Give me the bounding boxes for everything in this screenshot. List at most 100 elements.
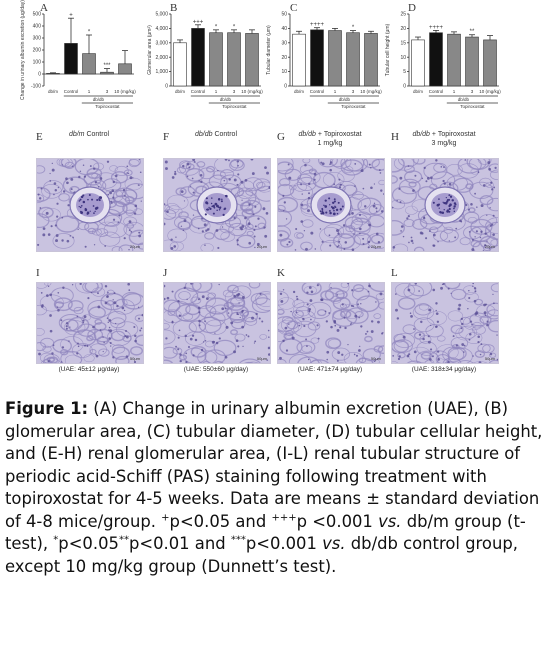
x-tick-label: Control <box>191 89 206 94</box>
y-tick-label: 4,000 <box>155 26 168 32</box>
tubule-micrograph: 50μm <box>163 282 271 364</box>
bar <box>82 53 96 75</box>
x-tick-label: 3 <box>352 89 355 94</box>
chart-glomerular-area: Glomerular area (μm²) 5,000 4,000 3,000 2,00… <box>145 8 265 118</box>
scale-bar-label: 50μm <box>370 356 381 361</box>
uae-value-label: (UAE: 471±74 μg/day) <box>297 366 363 373</box>
panel-letter-d: D <box>408 2 416 14</box>
bar <box>173 42 187 87</box>
micrograph-letter: F <box>163 131 170 143</box>
micrograph-image <box>278 283 384 363</box>
bar <box>245 33 259 87</box>
group-label-drug: Topiroxostat <box>95 104 120 109</box>
x-tick-label: db/m <box>48 89 58 94</box>
x-tick-label: 10 (mg/kg) <box>360 89 382 94</box>
y-tick-label: 40 <box>281 26 287 32</box>
caption-text-5: p<0.05 <box>58 534 119 553</box>
bar <box>346 32 360 87</box>
micrograph-image <box>37 283 143 363</box>
caption-text-3: p <0.001 <box>296 511 379 531</box>
x-tick-label: Control <box>429 89 444 94</box>
micrograph-image <box>392 159 498 251</box>
y-axis-label: Glomerular area (μm²) <box>147 25 153 75</box>
x-tick-label: 1 <box>453 89 456 94</box>
panel-letter-c: C <box>290 2 298 14</box>
y-tick-label: 2,000 <box>155 55 168 61</box>
y-tick-label: 1,000 <box>155 69 168 75</box>
glomerulus-micrograph: 20μm <box>163 158 271 252</box>
x-tick-label: Control <box>310 89 325 94</box>
micrograph-image <box>164 159 270 251</box>
caption-vs-2: vs. <box>322 534 346 553</box>
micrograph-letter: E <box>36 131 43 143</box>
significance-mark: + <box>69 13 73 19</box>
x-tick-label: 1 <box>215 89 218 94</box>
significance-mark: +++ <box>193 19 204 25</box>
y-tick-label: 5 <box>403 69 406 75</box>
micrograph-letter: H <box>391 131 399 143</box>
bar <box>118 63 132 75</box>
chart-tubular-cell-height: Tubular cell height (μm) 25 20 15 10 5 0 db/m ++… <box>383 8 503 118</box>
bar <box>310 29 324 87</box>
tubule-micrograph: 50μm <box>277 282 385 364</box>
caption-sup-2: +++ <box>271 512 297 524</box>
micrograph-title-treatment: Control <box>212 131 238 138</box>
significance-mark: * <box>215 24 218 30</box>
bar <box>328 30 342 87</box>
x-tick-label: 1 <box>334 89 337 94</box>
caption-text-4: db/m group (t-test), <box>5 511 526 554</box>
y-tick-label: 300 <box>33 36 42 42</box>
micrograph-letter: L <box>391 267 398 279</box>
bar <box>429 32 443 87</box>
tubule-micrograph: 50μm <box>391 282 499 364</box>
y-tick-label: 15 <box>400 40 406 46</box>
micrograph-image <box>37 159 143 251</box>
x-tick-label: 3 <box>233 89 236 94</box>
caption-text-2: p<0.05 and <box>169 511 272 531</box>
y-tick-label: 0 <box>165 84 168 90</box>
caption-sup-3: * <box>53 534 59 546</box>
caption-vs-1: vs. <box>378 511 402 531</box>
micrograph-letter: K <box>277 267 285 279</box>
uae-value-label: (UAE: 318±34 μg/day) <box>411 366 477 373</box>
caption-sup-1: + <box>161 512 170 524</box>
bar <box>292 33 306 87</box>
bar <box>191 28 205 87</box>
significance-mark: * <box>352 25 355 31</box>
y-tick-label: 100 <box>33 60 42 66</box>
bar <box>411 39 425 87</box>
uae-value-label: (UAE: 45±12 μg/day) <box>58 366 120 373</box>
micrograph-image <box>164 283 270 363</box>
bar <box>227 32 241 87</box>
micrograph-title: db/db + Topiroxostat 1 mg/kg <box>277 130 383 148</box>
micrograph-title-strain: db/db <box>298 131 316 138</box>
y-tick-label: 500 <box>33 12 42 18</box>
caption-sup-4: ** <box>118 534 129 546</box>
micrograph-image <box>392 283 498 363</box>
caption-text-1: (A) Change in urinary albumin excretion … <box>5 399 543 531</box>
significance-mark: * <box>233 24 236 30</box>
y-tick-label: 0 <box>284 84 287 90</box>
glomerulus-micrograph: 20μm <box>277 158 385 252</box>
y-tick-label: 10 <box>400 55 406 61</box>
y-tick-label: 20 <box>400 26 406 32</box>
y-tick-label: 50 <box>281 12 287 18</box>
micrograph-letter: G <box>277 131 285 143</box>
micrograph-title-dose: 1 mg/kg <box>317 140 343 147</box>
y-tick-label: 30 <box>281 40 287 46</box>
uae-value-label: (UAE: 550±60 μg/day) <box>183 366 249 373</box>
x-tick-label: db/m <box>175 89 185 94</box>
micrograph-title: db/db + Topiroxostat 3 mg/kg <box>391 130 497 148</box>
y-axis-label: Tubular cell height (μm) <box>385 23 391 76</box>
chart-uae: Change in urinary albumin excretion (μg/… <box>18 0 138 118</box>
scale-bar-label: 50μm <box>256 356 267 361</box>
y-axis-label: Tubular diameter (μm) <box>266 25 272 75</box>
x-tick-label: Control <box>64 89 79 94</box>
scale-bar-label: 50μm <box>129 356 140 361</box>
glomerulus-micrograph: 20μm <box>36 158 144 252</box>
caption-label: Figure 1: <box>5 399 89 418</box>
significance-mark: ++++ <box>310 22 325 28</box>
group-label-drug: Topiroxostat <box>460 104 485 109</box>
scale-bar-label: 50μm <box>484 356 495 361</box>
panel-letter-a: A <box>40 2 48 14</box>
